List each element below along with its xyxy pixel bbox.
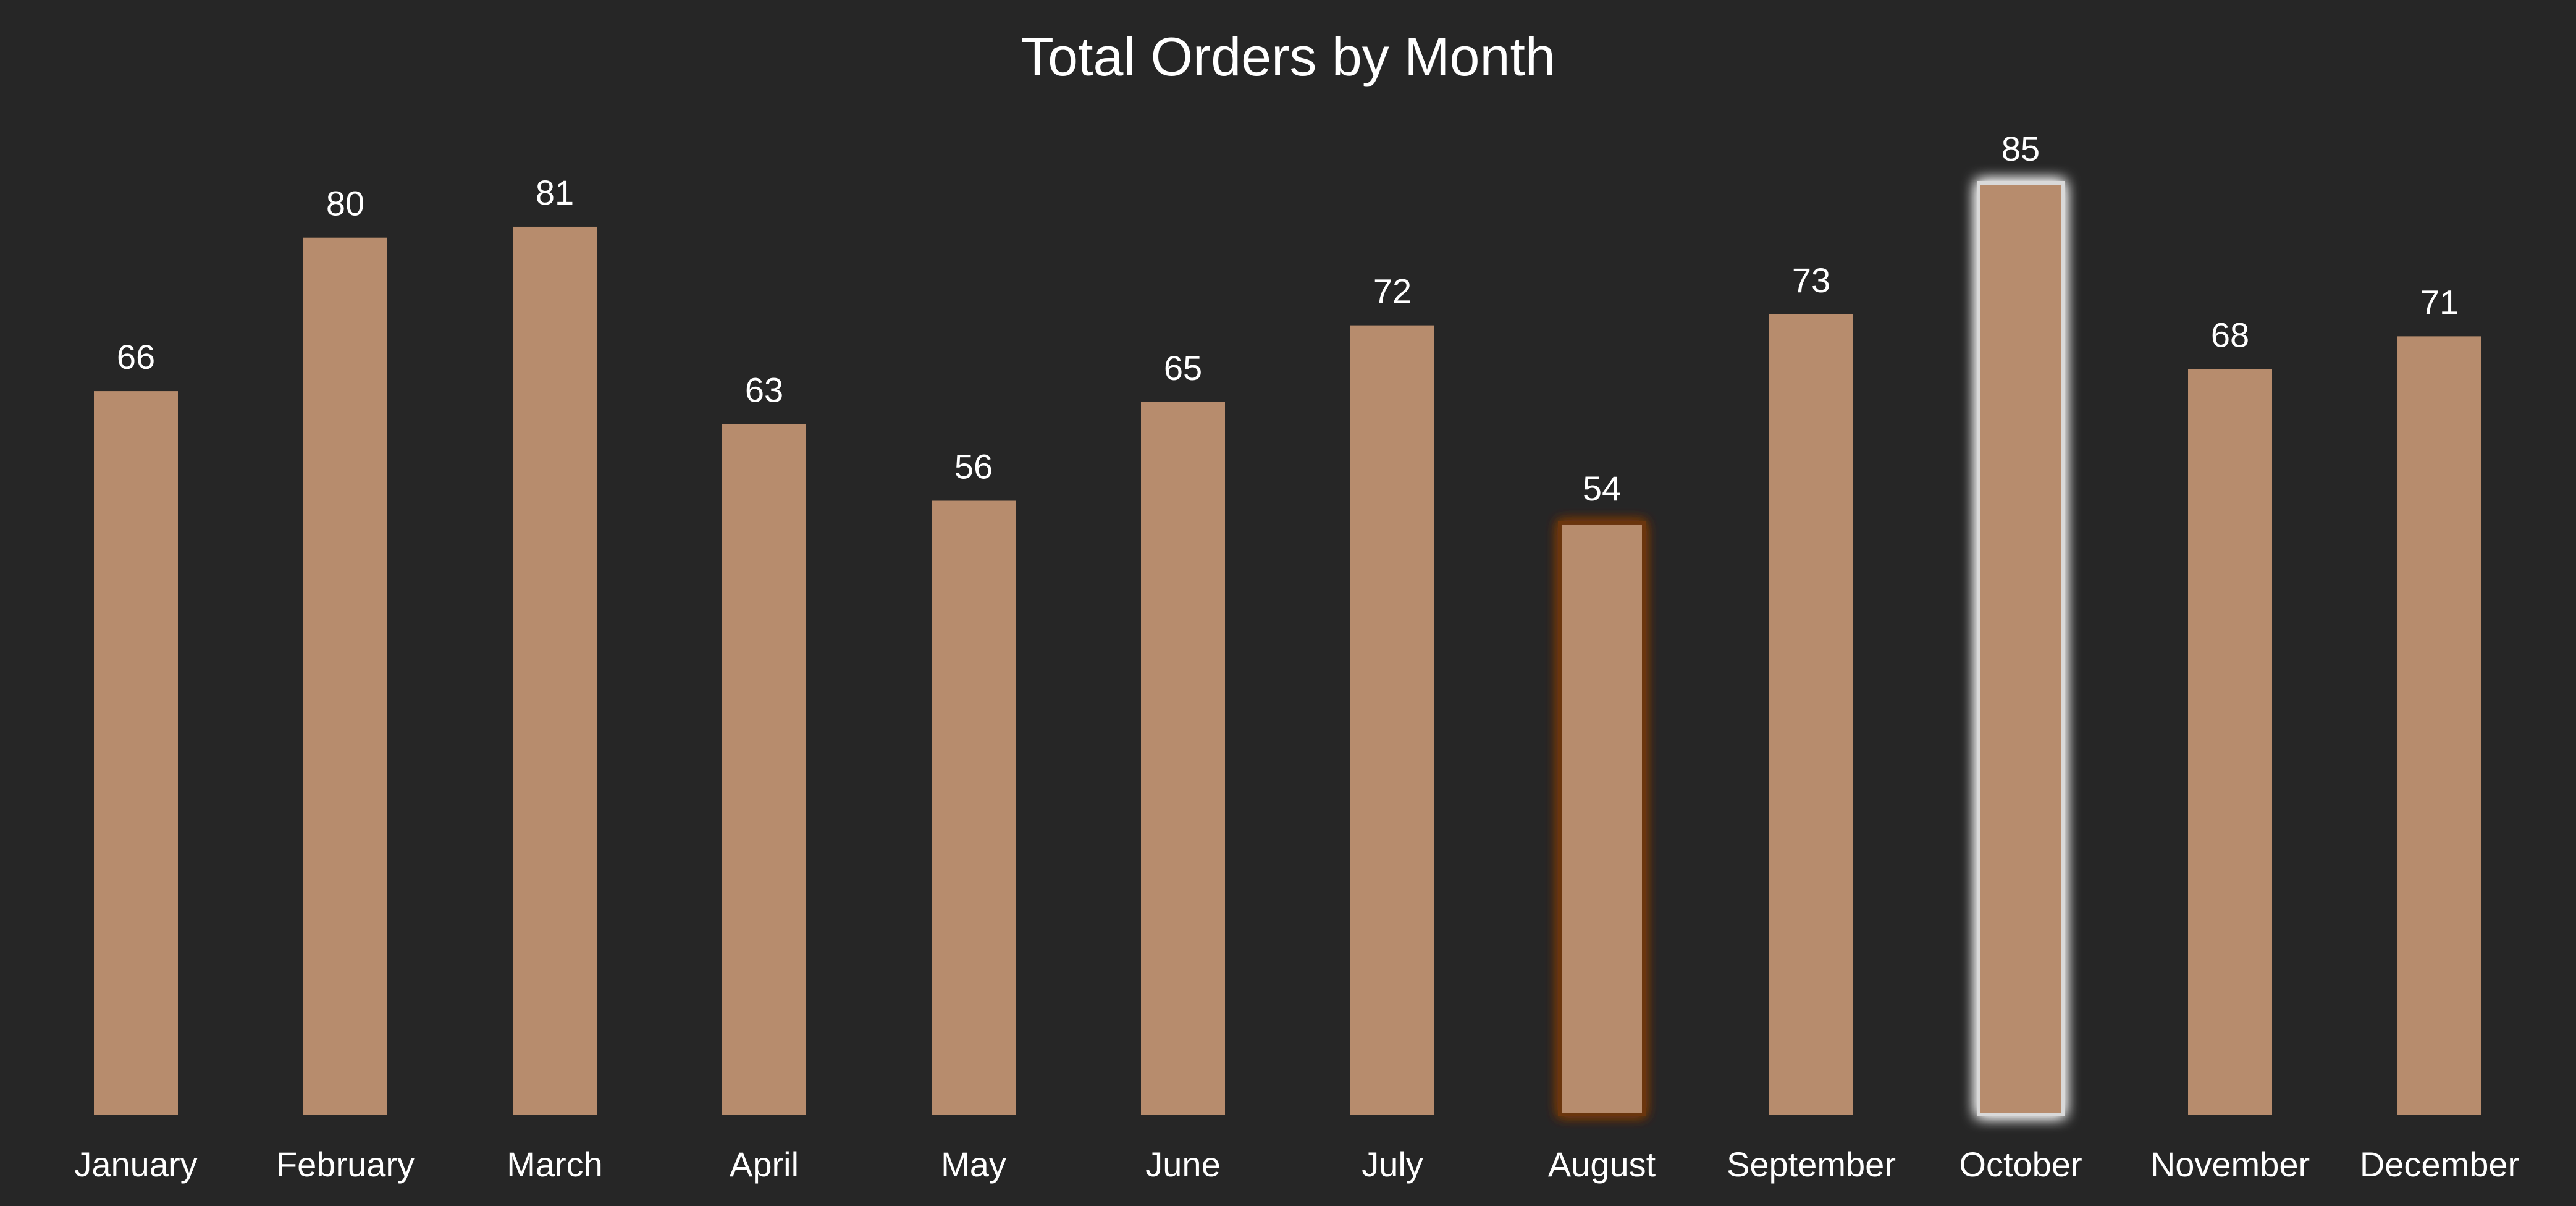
bar-august (1558, 520, 1646, 1116)
x-tick-january: January (74, 1145, 197, 1184)
x-tick-july: July (1362, 1145, 1423, 1184)
bar-september (1769, 314, 1853, 1115)
bar-november (2188, 369, 2272, 1115)
x-tick-october: October (1959, 1145, 2082, 1184)
bar-june (1141, 402, 1225, 1115)
data-label-february: 80 (326, 184, 364, 223)
data-label-march: 81 (536, 173, 574, 212)
x-tick-november: November (2150, 1145, 2310, 1184)
data-label-june: 65 (1164, 348, 1202, 387)
bar-july (1350, 325, 1434, 1115)
data-label-september: 73 (1792, 261, 1830, 300)
x-tick-june: June (1145, 1145, 1220, 1184)
data-labels-group: 66 80 81 63 56 65 72 54 73 85 68 71 (117, 129, 2459, 508)
bar-february (303, 237, 387, 1115)
bar-october (1977, 181, 2065, 1116)
bar-december (2397, 336, 2481, 1115)
x-tick-may: May (941, 1145, 1006, 1184)
x-tick-december: December (2360, 1145, 2519, 1184)
data-label-august: 54 (1583, 469, 1621, 508)
bar-may (932, 500, 1016, 1115)
bars-group (94, 181, 2481, 1116)
data-label-may: 56 (954, 447, 993, 486)
bar-january (94, 391, 178, 1115)
data-label-october: 85 (2001, 129, 2040, 168)
x-tick-august: August (1548, 1145, 1656, 1184)
data-label-december: 71 (2420, 282, 2459, 321)
x-tick-september: September (1727, 1145, 1896, 1184)
chart-title: Total Orders by Month (1021, 26, 1555, 87)
bar-march (513, 226, 597, 1115)
data-label-january: 66 (117, 337, 155, 376)
bar-april (722, 424, 806, 1115)
data-label-november: 68 (2211, 316, 2249, 355)
x-axis-tick-labels: January February March April May June July Augu… (74, 1145, 2519, 1184)
x-tick-march: March (507, 1145, 603, 1184)
x-tick-april: April (730, 1145, 799, 1184)
data-label-april: 63 (745, 370, 783, 409)
data-label-july: 72 (1373, 272, 1412, 311)
x-tick-february: February (276, 1145, 415, 1184)
